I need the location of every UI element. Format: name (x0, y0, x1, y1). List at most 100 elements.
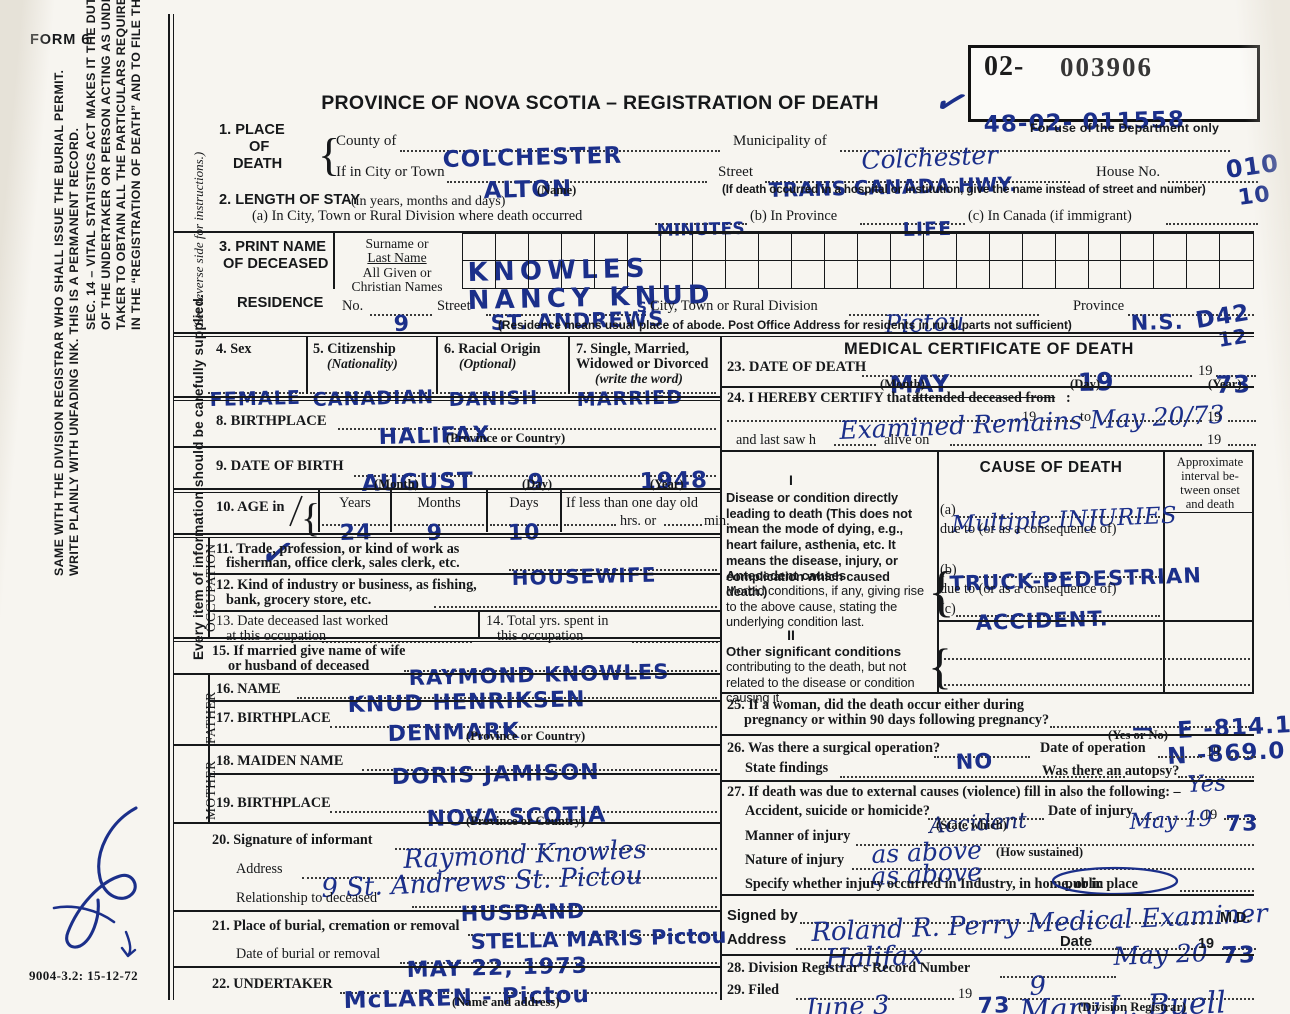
q16-underline (297, 697, 717, 699)
q24-underline-2 (1043, 420, 1075, 422)
municipality-underline (840, 150, 1230, 152)
q29-value: June 3 (804, 990, 891, 1014)
length-a-underline (655, 223, 747, 225)
sex-col-border (306, 336, 308, 394)
q24-label: 24. I HEREBY CERTIFY that I (727, 390, 921, 406)
house-no-underline (1168, 181, 1258, 183)
q23-label: 23. DATE OF DEATH (727, 359, 867, 375)
margin-code-2: 10 (1236, 181, 1273, 211)
signature-date-underline (1112, 948, 1196, 950)
relationship-underline (412, 906, 717, 908)
given-name-cell-grid (462, 261, 1254, 289)
street-sublabel: (If death occurred in a hospital or inst… (722, 183, 1206, 196)
residence-note: (Residence means usual place of abode. P… (498, 318, 1072, 332)
q27-date-label: Date of injury (1048, 803, 1134, 819)
q28-label: 28. Division Registrar's Record Number (727, 960, 971, 976)
q20-label: 20. Signature of informant (212, 832, 373, 848)
cause-line-b-label: (b) (940, 562, 957, 578)
part2-numeral: II (787, 627, 795, 643)
q15-label-2: or husband of deceased (228, 658, 370, 674)
age-hrs-underline (564, 524, 616, 526)
citizenship-col-border (436, 336, 438, 394)
divider-after-occupation-2 (174, 641, 720, 642)
q26-date-19-underline (1228, 756, 1256, 758)
informant-address-underline (302, 877, 717, 879)
mother-side-border (208, 746, 210, 822)
q27-date-19: 19 (1203, 807, 1218, 823)
county-underline (400, 150, 720, 152)
surname-label-1: Surname or (365, 236, 429, 251)
q12-label-2: bank, grocery store, etc. (226, 592, 372, 608)
signature-date-label: Date (1060, 934, 1093, 950)
legal-line-5: SAME WITH THE DIVISION REGISTRAR WHO SHA… (52, 69, 66, 576)
q23-day-sublabel: (Day) (1070, 377, 1101, 391)
q27-date-underline (1133, 818, 1199, 820)
q21-date-label: Date of burial or removal (236, 946, 381, 962)
dob-label: 9. DATE OF BIRTH (216, 458, 344, 474)
q27-nature-underline (852, 868, 1254, 870)
cause-due-to-2: due to (or as a consequence of) (940, 581, 1117, 597)
left-border (168, 14, 170, 1000)
marital-sublabel: (write the word) (595, 371, 683, 386)
racial-origin-value: DANISH (448, 386, 539, 411)
cause-line-a-underline (956, 516, 1160, 518)
signature-date-19: 19 (1198, 936, 1215, 952)
residence-label: RESIDENCE (237, 295, 324, 311)
q27-specify-circled: public place (1065, 876, 1138, 892)
divider-after-q12 (208, 610, 720, 612)
city-label: If in City or Town (336, 164, 445, 180)
q16-value: KNUD HENRIKSEN (347, 687, 586, 718)
registrar-sublabel: (Division Registrar) (1078, 1000, 1187, 1014)
length-of-stay-c-label: (c) In Canada (if immigrant) (968, 208, 1132, 224)
q11-value: HOUSEWIFE (511, 562, 657, 590)
q27-asc-sublabel: (State which) (936, 818, 1008, 832)
legal-line-6: WRITE PLAINLY WITH UNFADING INK. THIS IS… (67, 127, 81, 576)
q24-19b: 19 (1207, 409, 1222, 425)
q27-asc-label: Accident, suicide or homicide? (745, 803, 930, 819)
q14-label-1: 14. Total yrs. spent in (486, 613, 609, 629)
divider-after-q21 (174, 966, 720, 968)
divider-after-section10 (174, 533, 720, 535)
q26-value: NO (955, 749, 994, 774)
divider-after-section10-2 (174, 537, 720, 538)
birthplace-underline (338, 428, 716, 430)
q24-19c: 19 (1207, 432, 1222, 448)
age-min-label: min. (704, 513, 730, 529)
divider-after-q24 (722, 450, 1254, 452)
q15-label-1: 15. If married give name of wife (212, 643, 406, 659)
place-of-death-label-2: OF (249, 139, 270, 155)
given-label-1: All Given or (362, 265, 432, 280)
q27-specify-label: Specify whether injury occurred in Indus… (745, 876, 1104, 892)
cause-text-col-border (937, 452, 939, 622)
interval-header-3: tween onset (1180, 483, 1240, 497)
county-value: COLCHESTER (442, 142, 623, 173)
racial-origin-underline (440, 392, 566, 394)
interval-col-border (1163, 452, 1165, 692)
department-use-note: For use of the Department only (1030, 121, 1220, 135)
center-divider (720, 336, 722, 1000)
md-label: M.D. (1220, 910, 1251, 926)
q14-underline (632, 641, 718, 643)
divider-after-q26 (722, 780, 1254, 782)
q24-to: to (1080, 409, 1092, 425)
dob-day-sublabel: (Day) (522, 477, 553, 491)
q24-aliveon-label: alive on (884, 432, 930, 448)
divider-part1-part2 (938, 620, 1254, 622)
q27-manner-sublabel: (How sustained) (996, 845, 1084, 859)
residence-no-label: No. (342, 298, 364, 314)
q24-colon: : (1066, 390, 1071, 406)
cause-line-c-underline (956, 615, 1160, 617)
q17-label: 17. BIRTHPLACE (216, 710, 331, 726)
brace-part2: { (928, 638, 952, 694)
relationship-label: Relationship to deceased (236, 890, 378, 906)
form-label: FORM 6 (30, 32, 91, 48)
surname-label-2: Last Name (367, 250, 427, 265)
age-min-underline (664, 524, 702, 526)
q21-date-value: MAY 22, 1973 (406, 953, 589, 983)
residence-no-underline (370, 314, 432, 316)
q22-underline (340, 992, 717, 994)
marital-label-1: 7. Single, Married, (576, 341, 690, 357)
divider-after-q16 (208, 700, 720, 702)
racial-col-border (568, 336, 570, 394)
age-col-border-3 (560, 490, 562, 532)
